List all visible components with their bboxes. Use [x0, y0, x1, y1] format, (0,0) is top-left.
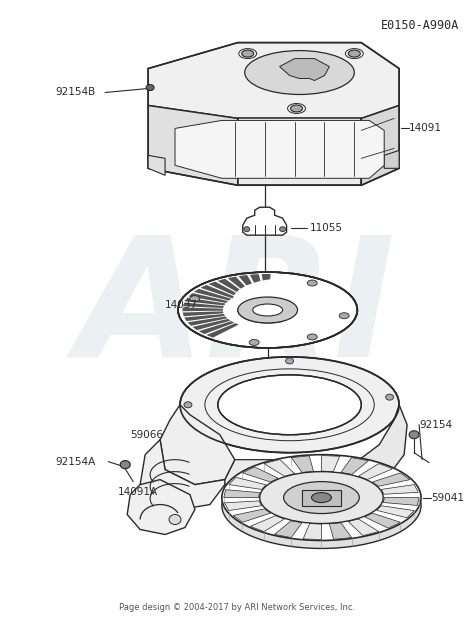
- Ellipse shape: [146, 84, 154, 91]
- Text: 14091: 14091: [409, 123, 442, 133]
- Polygon shape: [238, 275, 257, 292]
- Polygon shape: [321, 456, 340, 472]
- Polygon shape: [148, 156, 165, 175]
- Polygon shape: [194, 289, 231, 301]
- Polygon shape: [189, 293, 228, 303]
- Polygon shape: [201, 285, 236, 298]
- Ellipse shape: [178, 272, 357, 348]
- Ellipse shape: [307, 280, 317, 286]
- Ellipse shape: [285, 358, 293, 364]
- Polygon shape: [188, 316, 228, 326]
- Ellipse shape: [190, 296, 200, 302]
- Polygon shape: [255, 300, 280, 313]
- Polygon shape: [192, 319, 230, 330]
- Polygon shape: [225, 501, 262, 511]
- Polygon shape: [358, 464, 392, 479]
- Text: 14091A: 14091A: [118, 487, 158, 497]
- Ellipse shape: [307, 334, 317, 340]
- Ellipse shape: [245, 51, 355, 94]
- Polygon shape: [183, 303, 224, 308]
- Polygon shape: [384, 151, 399, 168]
- Ellipse shape: [233, 278, 342, 322]
- Polygon shape: [250, 516, 284, 531]
- Ellipse shape: [244, 227, 250, 232]
- Polygon shape: [218, 279, 245, 294]
- Text: 92154B: 92154B: [55, 87, 96, 97]
- Text: 14037: 14037: [165, 300, 198, 310]
- Polygon shape: [264, 459, 295, 476]
- Polygon shape: [348, 519, 379, 536]
- Polygon shape: [175, 120, 384, 179]
- Text: 92154: 92154: [419, 420, 452, 430]
- Text: 11055: 11055: [310, 223, 343, 233]
- Polygon shape: [238, 118, 361, 185]
- Text: 59066: 59066: [130, 430, 163, 440]
- Ellipse shape: [242, 50, 254, 57]
- Polygon shape: [184, 314, 225, 321]
- Text: 59041: 59041: [431, 492, 464, 503]
- Polygon shape: [140, 440, 225, 510]
- Polygon shape: [377, 506, 414, 518]
- Ellipse shape: [184, 402, 192, 408]
- Polygon shape: [359, 405, 407, 482]
- Ellipse shape: [253, 304, 283, 316]
- Text: Page design © 2004-2017 by ARI Network Services, Inc.: Page design © 2004-2017 by ARI Network S…: [118, 603, 355, 612]
- Polygon shape: [280, 58, 329, 81]
- Polygon shape: [274, 521, 302, 538]
- Ellipse shape: [339, 312, 349, 319]
- Polygon shape: [292, 456, 313, 472]
- Polygon shape: [243, 467, 278, 482]
- Ellipse shape: [283, 482, 359, 513]
- Text: ARI: ARI: [77, 229, 396, 391]
- Polygon shape: [160, 405, 235, 485]
- Ellipse shape: [409, 431, 419, 439]
- Polygon shape: [148, 105, 238, 185]
- Text: 92154A: 92154A: [55, 457, 96, 467]
- Polygon shape: [250, 274, 263, 291]
- Polygon shape: [329, 523, 352, 539]
- Polygon shape: [206, 323, 239, 338]
- Polygon shape: [224, 490, 260, 498]
- Polygon shape: [195, 459, 359, 485]
- Ellipse shape: [260, 472, 383, 523]
- Ellipse shape: [348, 50, 360, 57]
- Ellipse shape: [280, 227, 285, 232]
- Polygon shape: [382, 485, 418, 494]
- Polygon shape: [361, 105, 399, 185]
- Polygon shape: [228, 277, 251, 293]
- Polygon shape: [185, 298, 226, 306]
- Ellipse shape: [218, 375, 361, 435]
- Ellipse shape: [169, 515, 181, 525]
- Polygon shape: [373, 473, 410, 486]
- Polygon shape: [365, 513, 401, 528]
- Polygon shape: [383, 498, 419, 505]
- Polygon shape: [233, 509, 271, 522]
- Polygon shape: [148, 43, 399, 118]
- Ellipse shape: [238, 297, 298, 323]
- Polygon shape: [228, 477, 266, 489]
- Ellipse shape: [238, 297, 298, 323]
- Ellipse shape: [249, 339, 259, 345]
- Ellipse shape: [386, 394, 393, 400]
- Text: E0150-A990A: E0150-A990A: [381, 19, 459, 32]
- Polygon shape: [209, 281, 240, 296]
- Polygon shape: [243, 207, 287, 235]
- Ellipse shape: [222, 463, 421, 549]
- Polygon shape: [182, 308, 223, 311]
- Ellipse shape: [180, 357, 399, 453]
- Ellipse shape: [120, 461, 130, 469]
- Polygon shape: [127, 480, 195, 534]
- Ellipse shape: [311, 493, 331, 503]
- Polygon shape: [301, 490, 341, 505]
- Polygon shape: [303, 523, 321, 539]
- Ellipse shape: [253, 304, 283, 316]
- Polygon shape: [262, 274, 271, 291]
- Polygon shape: [341, 458, 368, 474]
- Ellipse shape: [222, 454, 421, 541]
- Ellipse shape: [291, 105, 302, 112]
- Polygon shape: [199, 321, 234, 334]
- Polygon shape: [182, 311, 224, 316]
